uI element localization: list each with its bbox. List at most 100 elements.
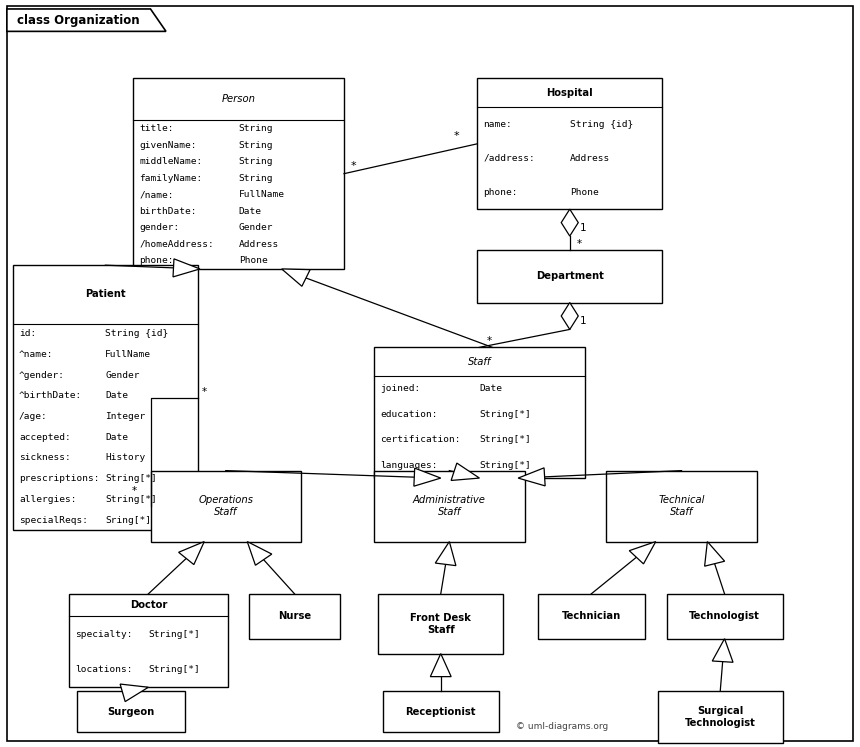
Text: Staff: Staff xyxy=(468,357,491,367)
Bar xyxy=(13,265,198,530)
Text: Surgeon: Surgeon xyxy=(108,707,155,716)
Text: *: * xyxy=(132,486,137,496)
Polygon shape xyxy=(562,209,578,236)
Text: FullName: FullName xyxy=(238,190,285,199)
Text: gender:: gender: xyxy=(139,223,180,232)
Polygon shape xyxy=(248,542,272,565)
Text: ^gender:: ^gender: xyxy=(19,371,64,379)
Text: title:: title: xyxy=(139,124,174,133)
Text: languages:: languages: xyxy=(380,461,438,470)
Polygon shape xyxy=(518,468,545,486)
Text: String[*]: String[*] xyxy=(148,665,200,674)
Text: allergies:: allergies: xyxy=(19,495,77,503)
Text: Address: Address xyxy=(238,240,279,249)
Text: Address: Address xyxy=(570,154,610,163)
Text: name:: name: xyxy=(483,120,512,128)
Bar xyxy=(538,594,645,639)
Text: String[*]: String[*] xyxy=(105,495,157,503)
Text: phone:: phone: xyxy=(139,256,174,265)
Text: Date: Date xyxy=(238,207,261,216)
Text: locations:: locations: xyxy=(75,665,132,674)
Text: Hospital: Hospital xyxy=(546,88,593,98)
Text: String {id}: String {id} xyxy=(570,120,633,128)
Polygon shape xyxy=(435,542,456,565)
Bar xyxy=(378,594,503,654)
Bar xyxy=(477,250,662,303)
Text: prescriptions:: prescriptions: xyxy=(19,474,100,483)
Text: /address:: /address: xyxy=(483,154,535,163)
Text: /homeAddress:: /homeAddress: xyxy=(139,240,214,249)
Text: certification:: certification: xyxy=(380,436,461,444)
Text: birthDate:: birthDate: xyxy=(139,207,197,216)
Text: ^name:: ^name: xyxy=(19,350,53,359)
Text: Gender: Gender xyxy=(238,223,273,232)
Text: Administrative
Staff: Administrative Staff xyxy=(413,495,486,517)
Text: Date: Date xyxy=(480,385,502,394)
Text: Gender: Gender xyxy=(105,371,140,379)
Text: String {id}: String {id} xyxy=(105,329,169,338)
Text: Phone: Phone xyxy=(570,187,599,196)
Polygon shape xyxy=(704,542,725,566)
Text: 1: 1 xyxy=(580,223,587,233)
Text: givenName:: givenName: xyxy=(139,140,197,149)
Polygon shape xyxy=(173,259,200,277)
Text: phone:: phone: xyxy=(483,187,518,196)
Text: FullName: FullName xyxy=(105,350,151,359)
Polygon shape xyxy=(281,269,310,286)
Text: Sring[*]: Sring[*] xyxy=(105,515,151,524)
Bar xyxy=(69,594,228,687)
Text: Department: Department xyxy=(536,271,604,282)
Text: History: History xyxy=(105,453,145,462)
Text: ^birthDate:: ^birthDate: xyxy=(19,391,83,400)
Text: Date: Date xyxy=(105,433,128,441)
Text: Patient: Patient xyxy=(85,289,126,300)
Text: *: * xyxy=(577,239,581,249)
Text: Surgical
Technologist: Surgical Technologist xyxy=(685,707,756,728)
Text: education:: education: xyxy=(380,410,438,419)
Polygon shape xyxy=(430,654,452,677)
Polygon shape xyxy=(120,684,148,701)
Text: middleName:: middleName: xyxy=(139,157,203,166)
Bar xyxy=(666,594,783,639)
Text: Receptionist: Receptionist xyxy=(406,707,476,716)
Text: Front Desk
Staff: Front Desk Staff xyxy=(410,613,471,634)
Text: Date: Date xyxy=(105,391,128,400)
Text: String[*]: String[*] xyxy=(480,461,531,470)
Text: *: * xyxy=(487,336,491,347)
Polygon shape xyxy=(7,9,166,31)
Text: *: * xyxy=(202,387,207,397)
Polygon shape xyxy=(452,463,480,480)
Text: familyName:: familyName: xyxy=(139,173,203,182)
Text: String[*]: String[*] xyxy=(148,630,200,639)
Text: *: * xyxy=(351,161,357,171)
Text: /age:: /age: xyxy=(19,412,47,421)
Text: String: String xyxy=(238,157,273,166)
Bar xyxy=(383,691,499,732)
Text: Technician: Technician xyxy=(562,611,621,622)
Text: joined:: joined: xyxy=(380,385,421,394)
Text: Technical
Staff: Technical Staff xyxy=(659,495,704,517)
Bar xyxy=(150,471,301,542)
Text: © uml-diagrams.org: © uml-diagrams.org xyxy=(516,722,608,731)
Text: String: String xyxy=(238,173,273,182)
Polygon shape xyxy=(179,542,204,565)
Bar xyxy=(658,691,783,743)
Text: id:: id: xyxy=(19,329,36,338)
Text: Doctor: Doctor xyxy=(130,600,167,610)
Bar xyxy=(249,594,340,639)
Text: Person: Person xyxy=(222,94,255,105)
Text: Integer: Integer xyxy=(105,412,145,421)
Text: Phone: Phone xyxy=(238,256,267,265)
Text: class Organization: class Organization xyxy=(17,13,140,27)
Polygon shape xyxy=(562,303,578,329)
Bar xyxy=(133,78,344,269)
Polygon shape xyxy=(630,542,655,564)
Bar xyxy=(606,471,757,542)
Bar xyxy=(77,691,185,732)
Text: sickness:: sickness: xyxy=(19,453,71,462)
Text: Operations
Staff: Operations Staff xyxy=(199,495,253,517)
Polygon shape xyxy=(712,639,733,663)
Text: String[*]: String[*] xyxy=(480,410,531,419)
Bar xyxy=(374,347,585,478)
Text: 1: 1 xyxy=(580,316,587,326)
